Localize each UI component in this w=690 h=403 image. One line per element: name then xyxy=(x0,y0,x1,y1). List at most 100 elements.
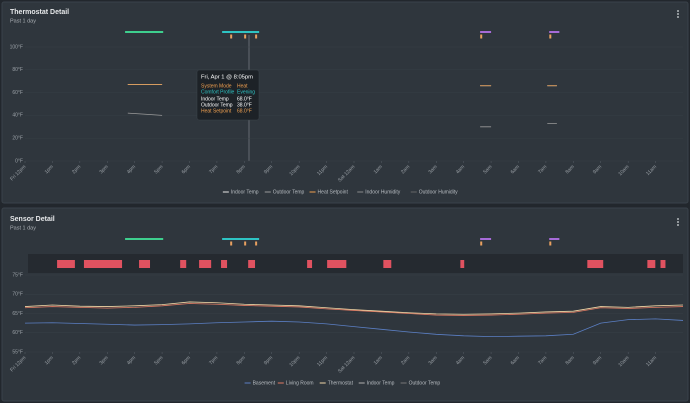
mode-marker xyxy=(480,241,483,246)
mode-marker xyxy=(244,34,247,39)
tooltip-value: 38.0°F xyxy=(237,102,252,108)
y-tick-label: 65°F xyxy=(12,311,23,317)
series-line xyxy=(127,84,557,87)
y-tick-label: 70°F xyxy=(12,292,23,298)
tooltip-value: 68.0°F xyxy=(237,96,252,102)
event-block xyxy=(660,260,666,268)
panel-title: Sensor Detail xyxy=(10,216,55,223)
x-tick-label: 1am xyxy=(373,355,384,366)
y-tick-label: 75°F xyxy=(12,272,23,278)
mode-marker xyxy=(549,34,552,39)
tooltip-box xyxy=(196,69,260,121)
panel-title: Thermostat Detail xyxy=(10,9,69,16)
tooltip-value: 68.0°F xyxy=(237,108,252,114)
event-block xyxy=(460,260,465,268)
tooltip: Fri, Apr 1 @ 8:05pm System Mode Heat Com… xyxy=(196,69,260,121)
event-block xyxy=(383,260,392,268)
legend-label: Indoor Humidity xyxy=(365,189,401,195)
legend-label: Heat Setpoint xyxy=(318,189,349,195)
event-block xyxy=(180,260,187,268)
panel-menu[interactable] xyxy=(677,218,679,226)
x-tick-label: 2pm xyxy=(71,355,82,366)
x-tick-label: 1am xyxy=(373,164,384,175)
series-line xyxy=(127,112,557,128)
tooltip-label: Indoor Temp xyxy=(201,96,229,102)
series-line xyxy=(24,303,684,316)
panel-menu[interactable] xyxy=(677,10,679,18)
event-block xyxy=(647,260,656,268)
x-tick-label: 5pm xyxy=(153,164,164,175)
event-block xyxy=(139,260,151,268)
thermostat-panel xyxy=(1,1,689,204)
mode-bar xyxy=(222,238,260,240)
mode-marker xyxy=(244,241,247,246)
x-tick-label: 8pm xyxy=(236,355,247,366)
x-tick-label: 7am xyxy=(537,355,548,366)
x-tick-label: 6am xyxy=(510,355,521,366)
mode-bar xyxy=(480,31,492,33)
mode-bar xyxy=(549,238,560,240)
mode-marker xyxy=(480,34,483,39)
x-tick-label: 8am xyxy=(565,355,576,366)
x-tick-label: 7pm xyxy=(208,355,219,366)
tooltip-label: Outdoor Temp xyxy=(201,102,233,108)
mode-bar xyxy=(549,31,560,33)
x-tick-label: 7pm xyxy=(208,164,219,175)
x-tick-label: 1pm xyxy=(44,355,55,366)
legend-label: Indoor Temp xyxy=(231,189,259,195)
panel-subtitle: Past 1 day xyxy=(10,18,36,24)
event-block xyxy=(248,260,256,268)
mode-marker xyxy=(230,34,233,39)
y-tick-label: 60°F xyxy=(12,330,23,336)
event-block xyxy=(57,260,75,268)
x-tick-label: 9am xyxy=(592,355,603,366)
x-tick-label: 4pm xyxy=(126,355,137,366)
y-tick-label: 0°F xyxy=(15,158,23,164)
x-tick-label: 3am xyxy=(427,355,438,366)
legend-label: Indoor Temp xyxy=(367,380,395,386)
y-tick-label: 40°F xyxy=(12,113,23,119)
legend-label: Outdoor Temp xyxy=(409,380,441,386)
x-tick-label: 8am xyxy=(565,164,576,175)
legend-label: Basement xyxy=(253,380,276,386)
event-block xyxy=(587,260,604,268)
y-tick-label: 80°F xyxy=(12,67,23,73)
event-block xyxy=(199,260,212,268)
mode-bar xyxy=(125,31,164,33)
x-tick-label: 1pm xyxy=(44,164,55,175)
x-tick-label: 2am xyxy=(400,164,411,175)
event-block xyxy=(307,260,313,268)
x-tick-label: 6pm xyxy=(181,164,192,175)
mode-marker xyxy=(549,241,552,246)
tooltip-title: Fri, Apr 1 @ 8:05pm xyxy=(201,75,253,81)
x-tick-label: 9pm xyxy=(263,164,274,175)
x-tick-label: 7am xyxy=(537,164,548,175)
x-tick-label: 2am xyxy=(400,355,411,366)
series-line xyxy=(24,318,684,338)
x-tick-label: 4am xyxy=(455,355,466,366)
event-block xyxy=(83,260,123,268)
sensor-panel xyxy=(1,207,689,402)
legend-label: Thermostat xyxy=(328,380,354,386)
legend-label: Outdoor Humidity xyxy=(419,189,458,195)
x-tick-label: 5pm xyxy=(153,355,164,366)
panel-subtitle: Past 1 day xyxy=(10,225,36,231)
mode-marker xyxy=(255,34,258,39)
event-band xyxy=(28,254,683,273)
x-tick-label: 3pm xyxy=(98,164,109,175)
series-line xyxy=(24,301,684,315)
tooltip-value: Evening xyxy=(237,89,255,95)
event-block xyxy=(327,260,347,268)
event-block xyxy=(221,260,228,268)
x-tick-label: 6am xyxy=(510,164,521,175)
x-tick-label: 9am xyxy=(592,164,603,175)
mode-bar xyxy=(480,238,492,240)
tooltip-label: Comfort Profile xyxy=(201,89,235,95)
x-tick-label: 5am xyxy=(482,355,493,366)
y-tick-label: 20°F xyxy=(12,136,23,142)
mode-bar xyxy=(125,238,164,240)
y-tick-label: 60°F xyxy=(12,90,23,96)
x-tick-label: 8pm xyxy=(236,164,247,175)
mode-bar xyxy=(222,31,260,33)
